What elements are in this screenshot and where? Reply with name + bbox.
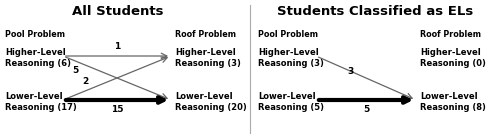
Text: Students Classified as ELs: Students Classified as ELs — [277, 5, 473, 18]
Text: 2: 2 — [82, 77, 88, 86]
Text: Higher-Level
Reasoning (3): Higher-Level Reasoning (3) — [258, 48, 324, 68]
Text: 15: 15 — [111, 105, 123, 114]
Text: 5: 5 — [72, 66, 78, 75]
Text: Higher-Level
Reasoning (0): Higher-Level Reasoning (0) — [420, 48, 486, 68]
Text: Lower-Level
Reasoning (20): Lower-Level Reasoning (20) — [175, 92, 247, 112]
Text: All Students: All Students — [72, 5, 164, 18]
Text: 3: 3 — [348, 67, 354, 76]
Text: Roof Problem: Roof Problem — [420, 30, 481, 39]
Text: Lower-Level
Reasoning (5): Lower-Level Reasoning (5) — [258, 92, 324, 112]
Text: 5: 5 — [363, 105, 369, 114]
Text: Pool Problem: Pool Problem — [5, 30, 65, 39]
Text: 1: 1 — [114, 42, 120, 51]
Text: Lower-Level
Reasoning (17): Lower-Level Reasoning (17) — [5, 92, 77, 112]
Text: Pool Problem: Pool Problem — [258, 30, 318, 39]
Text: Roof Problem: Roof Problem — [175, 30, 236, 39]
Text: Higher-Level
Reasoning (3): Higher-Level Reasoning (3) — [175, 48, 241, 68]
Text: Lower-Level
Reasoning (8): Lower-Level Reasoning (8) — [420, 92, 486, 112]
Text: Higher-Level
Reasoning (6): Higher-Level Reasoning (6) — [5, 48, 71, 68]
